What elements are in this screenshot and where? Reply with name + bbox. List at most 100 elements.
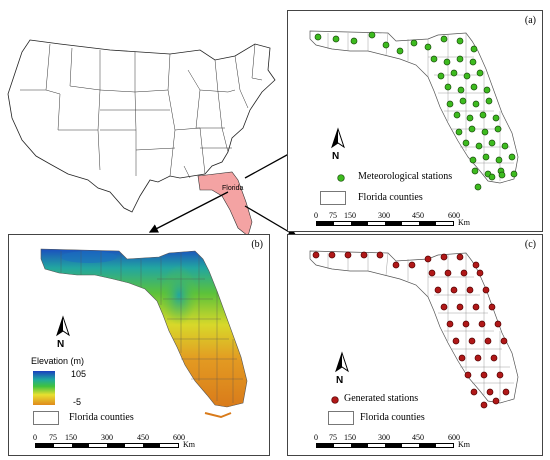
- usa-map: Florida: [7, 39, 276, 237]
- station-marker: [453, 111, 461, 119]
- panel-a: (a) N Meteorological stations Florida co…: [287, 10, 543, 232]
- station-marker: [444, 83, 452, 91]
- station-marker: [440, 35, 448, 43]
- scale-tick: 75: [329, 433, 337, 442]
- station-marker: [476, 69, 484, 77]
- station-marker: [474, 354, 482, 362]
- station-marker: [466, 286, 474, 294]
- station-marker: [450, 286, 458, 294]
- station-marker: [392, 261, 400, 269]
- station-marker: [350, 37, 358, 45]
- station-marker: [459, 97, 467, 105]
- station-marker: [344, 251, 352, 259]
- keys-b: [204, 412, 232, 419]
- station-marker: [443, 58, 451, 66]
- station-marker: [485, 97, 493, 105]
- scale-bar-c: [316, 443, 454, 448]
- elevation-max: 105: [71, 369, 87, 379]
- station-marker: [456, 303, 464, 311]
- station-marker: [494, 125, 502, 133]
- scale-tick: 600: [173, 433, 185, 442]
- station-marker: [314, 33, 322, 41]
- station-marker: [488, 173, 496, 181]
- station-marker: [440, 253, 448, 261]
- panel-a-tag: (a): [524, 15, 536, 26]
- legend-stations-c: Generated stations: [344, 393, 419, 404]
- station-marker: [444, 269, 452, 277]
- scale-bar-a: [316, 221, 454, 226]
- scale-bar-b: [35, 443, 179, 448]
- station-marker: [424, 255, 432, 263]
- station-marker: [498, 171, 506, 179]
- station-marker: [456, 253, 464, 261]
- station-marker: [437, 72, 445, 80]
- station-marker: [424, 43, 432, 51]
- north-arrow-c-icon: [335, 351, 349, 373]
- scale-tick: 75: [49, 433, 57, 442]
- station-marker: [474, 183, 482, 191]
- station-marker: [410, 39, 418, 47]
- scale-tick: 450: [412, 433, 424, 442]
- station-marker: [501, 142, 509, 150]
- station-marker: [452, 337, 460, 345]
- scale-tick: 0: [33, 433, 37, 442]
- station-marker: [466, 114, 474, 122]
- station-marker: [428, 269, 436, 277]
- station-marker: [469, 156, 477, 164]
- station-marker: [462, 320, 470, 328]
- station-marker: [483, 86, 491, 94]
- legend-county-swatch-b: [33, 411, 59, 425]
- station-marker: [462, 139, 470, 147]
- scale-tick: 150: [344, 433, 356, 442]
- elevation-map-b: [40, 248, 248, 419]
- north-arrow-a-icon: [331, 127, 345, 149]
- station-marker: [382, 41, 390, 49]
- florida-highlight: [197, 171, 253, 237]
- florida-elevation-fill: [40, 248, 248, 408]
- station-marker: [464, 371, 472, 379]
- scale-tick: 75: [329, 211, 337, 220]
- scale-tick: 300: [378, 433, 390, 442]
- station-marker: [481, 128, 489, 136]
- station-marker: [368, 31, 376, 39]
- station-marker: [455, 128, 463, 136]
- scale-tick: 450: [412, 211, 424, 220]
- station-marker: [510, 170, 518, 178]
- station-marker: [458, 354, 466, 362]
- station-marker: [492, 397, 500, 405]
- station-marker: [482, 286, 490, 294]
- elevation-color-ramp: [33, 371, 55, 405]
- station-marker: [456, 55, 464, 63]
- station-marker: [480, 371, 488, 379]
- legend-counties-a: Florida counties: [358, 192, 423, 203]
- station-legend-marker-a: [337, 174, 345, 182]
- usa-outline: [7, 39, 276, 213]
- central-ridge: [161, 265, 197, 325]
- station-marker: [376, 251, 384, 259]
- station-marker: [496, 371, 504, 379]
- station-marker: [490, 354, 498, 362]
- station-marker: [471, 167, 479, 175]
- scale-tick: 300: [378, 211, 390, 220]
- station-marker: [508, 153, 516, 161]
- station-marker: [480, 401, 488, 409]
- station-marker: [463, 72, 471, 80]
- florida-map-c: [309, 250, 519, 409]
- station-marker: [470, 83, 478, 91]
- scale-tick: 300: [101, 433, 113, 442]
- scale-tick: 600: [448, 433, 460, 442]
- florida-map-a: [309, 30, 519, 191]
- panel-b-tag: (b): [251, 239, 263, 250]
- station-marker: [408, 261, 416, 269]
- panel-c: (c) N Generated stations Florida countie…: [287, 234, 543, 456]
- county-lines-c: [327, 252, 514, 401]
- station-marker: [457, 86, 465, 94]
- legend-counties-b: Florida counties: [69, 412, 134, 423]
- station-marker: [488, 303, 496, 311]
- station-marker: [456, 37, 464, 45]
- station-marker: [470, 45, 478, 53]
- legend-county-swatch-c: [328, 411, 354, 425]
- station-marker: [494, 320, 502, 328]
- scale-tick: 150: [344, 211, 356, 220]
- station-marker: [472, 303, 480, 311]
